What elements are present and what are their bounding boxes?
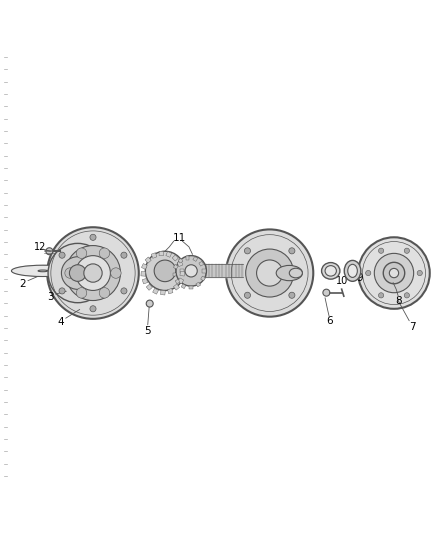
Circle shape (99, 248, 110, 259)
Circle shape (403, 248, 409, 253)
Bar (185, 256, 189, 260)
Circle shape (145, 251, 184, 290)
Bar (145, 257, 151, 263)
Circle shape (176, 256, 206, 286)
Text: 10: 10 (336, 276, 348, 286)
Circle shape (382, 262, 404, 284)
Circle shape (416, 270, 421, 276)
Bar (180, 269, 184, 273)
Circle shape (378, 248, 383, 253)
Bar (141, 271, 145, 276)
Text: 4: 4 (57, 317, 64, 327)
Ellipse shape (321, 263, 339, 279)
Text: 8: 8 (394, 295, 401, 305)
Circle shape (244, 292, 250, 298)
Circle shape (256, 260, 282, 286)
Circle shape (146, 300, 153, 307)
Ellipse shape (276, 265, 302, 281)
Circle shape (65, 246, 120, 301)
Ellipse shape (11, 265, 74, 277)
Circle shape (154, 260, 175, 281)
Bar (192, 256, 197, 261)
Circle shape (357, 237, 429, 309)
Circle shape (47, 227, 138, 319)
Bar (172, 255, 178, 261)
Circle shape (184, 265, 197, 277)
Bar (160, 290, 165, 295)
Circle shape (389, 269, 398, 278)
Circle shape (59, 252, 65, 258)
Bar (177, 278, 183, 284)
Bar (180, 271, 184, 276)
Bar (167, 288, 173, 294)
Text: 11: 11 (172, 233, 186, 243)
Ellipse shape (289, 268, 302, 278)
Circle shape (374, 253, 413, 293)
Circle shape (65, 268, 75, 278)
Bar (202, 269, 205, 272)
Bar (152, 288, 158, 294)
Circle shape (61, 257, 94, 289)
Text: 3: 3 (47, 292, 53, 302)
Text: 7: 7 (408, 322, 415, 332)
Circle shape (69, 265, 86, 281)
Bar (151, 253, 156, 259)
Bar (200, 276, 205, 281)
Ellipse shape (343, 261, 360, 281)
Circle shape (59, 288, 65, 294)
Text: 2: 2 (19, 279, 25, 289)
Circle shape (120, 252, 127, 258)
Bar (175, 279, 180, 284)
Circle shape (365, 270, 370, 276)
Circle shape (46, 248, 53, 255)
Bar (166, 252, 171, 257)
Bar (146, 284, 152, 290)
Bar (177, 261, 183, 266)
Circle shape (226, 229, 313, 317)
Circle shape (84, 264, 102, 282)
Bar (142, 278, 147, 284)
Circle shape (76, 248, 87, 259)
Bar (173, 284, 179, 290)
Circle shape (90, 235, 96, 240)
Circle shape (245, 249, 293, 297)
Bar (198, 261, 203, 266)
Circle shape (110, 268, 121, 278)
Circle shape (378, 293, 383, 298)
Circle shape (90, 306, 96, 312)
Bar (173, 272, 176, 276)
Text: 12: 12 (34, 242, 46, 252)
Text: 5: 5 (144, 326, 151, 336)
Circle shape (322, 289, 329, 296)
Circle shape (76, 288, 87, 298)
Bar (178, 259, 183, 263)
Ellipse shape (347, 264, 357, 277)
Circle shape (288, 292, 294, 298)
Circle shape (244, 248, 250, 254)
Bar (181, 284, 186, 288)
Circle shape (288, 248, 294, 254)
Bar (159, 251, 163, 256)
Bar (189, 286, 192, 289)
Circle shape (99, 288, 110, 298)
Bar (195, 282, 200, 287)
Bar (173, 264, 178, 269)
Circle shape (75, 256, 110, 290)
Circle shape (120, 288, 127, 294)
Circle shape (403, 293, 409, 298)
Text: 9: 9 (356, 273, 363, 283)
Circle shape (48, 244, 107, 303)
Ellipse shape (324, 265, 336, 276)
Ellipse shape (38, 270, 47, 272)
Text: 6: 6 (325, 317, 332, 327)
Bar (141, 263, 147, 269)
